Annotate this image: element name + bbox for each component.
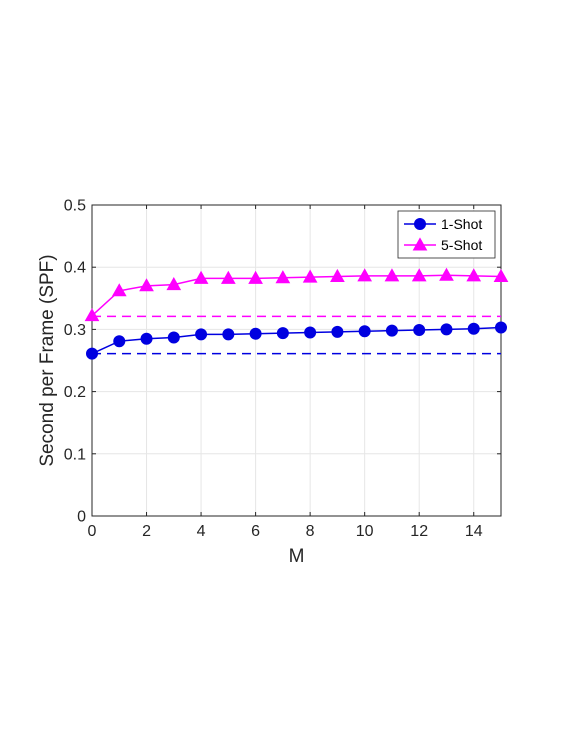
point-1-shot [495,321,507,334]
point-5-shot [302,269,318,283]
series-5-shot [84,267,509,322]
line-5-shot [91,274,502,317]
legend: 1-Shot 5-Shot [397,210,496,259]
series-1-shot [86,321,507,360]
x-tick-label: 0 [88,523,97,540]
point-1-shot [222,328,235,341]
x-tick-label: 8 [306,523,315,540]
y-axis-label: Second per Frame (SPF) [37,254,58,466]
point-5-shot [411,268,427,282]
x-tick-label: 10 [356,523,374,540]
axis-ticks: 0 2 4 6 8 10 12 14 0 0.1 0.2 0.3 0.4 0.5 [64,198,501,540]
series [84,267,509,360]
point-1-shot [440,323,453,336]
point-5-shot [193,270,209,284]
point-5-shot [493,268,509,282]
plot-frame [91,204,502,517]
legend-label-1-shot: 1-Shot [441,216,482,232]
point-1-shot [195,328,208,341]
x-tick-label: 4 [197,523,206,540]
point-1-shot [385,324,398,337]
legend-box [397,210,496,259]
y-tick-label: 0 [77,509,86,526]
point-1-shot [358,325,371,338]
x-tick-label: 14 [465,523,483,540]
baselines [92,315,501,355]
point-5-shot [439,267,454,281]
point-5-shot [248,270,263,284]
y-tick-label: 0.4 [64,260,86,277]
x-tick-label: 6 [251,523,260,540]
x-axis-label: M [289,546,305,567]
legend-marker-5-shot [412,237,428,251]
point-1-shot [413,324,426,337]
point-1-shot [140,332,153,345]
point-5-shot [139,278,154,292]
point-5-shot [384,268,400,282]
point-5-shot [84,308,100,322]
x-tick-label: 12 [410,523,428,540]
point-1-shot [86,347,98,360]
point-1-shot [167,331,180,344]
point-5-shot [275,270,291,284]
point-1-shot [467,322,480,335]
point-5-shot [466,268,482,282]
y-tick-label: 0.1 [64,446,86,463]
point-1-shot [331,325,344,338]
point-5-shot [330,268,345,282]
point-5-shot [357,268,373,282]
point-1-shot [276,327,289,340]
point-1-shot [304,326,317,339]
legend-label-5-shot: 5-Shot [441,237,482,253]
point-5-shot [220,270,236,284]
point-5-shot [166,276,182,291]
x-tick-label: 2 [142,523,151,540]
legend-marker-1-shot [414,218,426,230]
point-1-shot [249,327,262,340]
y-tick-label: 0.2 [64,384,86,401]
point-1-shot [113,335,126,348]
point-5-shot [111,283,127,297]
line-1-shot [91,326,502,355]
y-tick-label: 0.5 [64,198,86,215]
y-tick-label: 0.3 [64,322,86,339]
